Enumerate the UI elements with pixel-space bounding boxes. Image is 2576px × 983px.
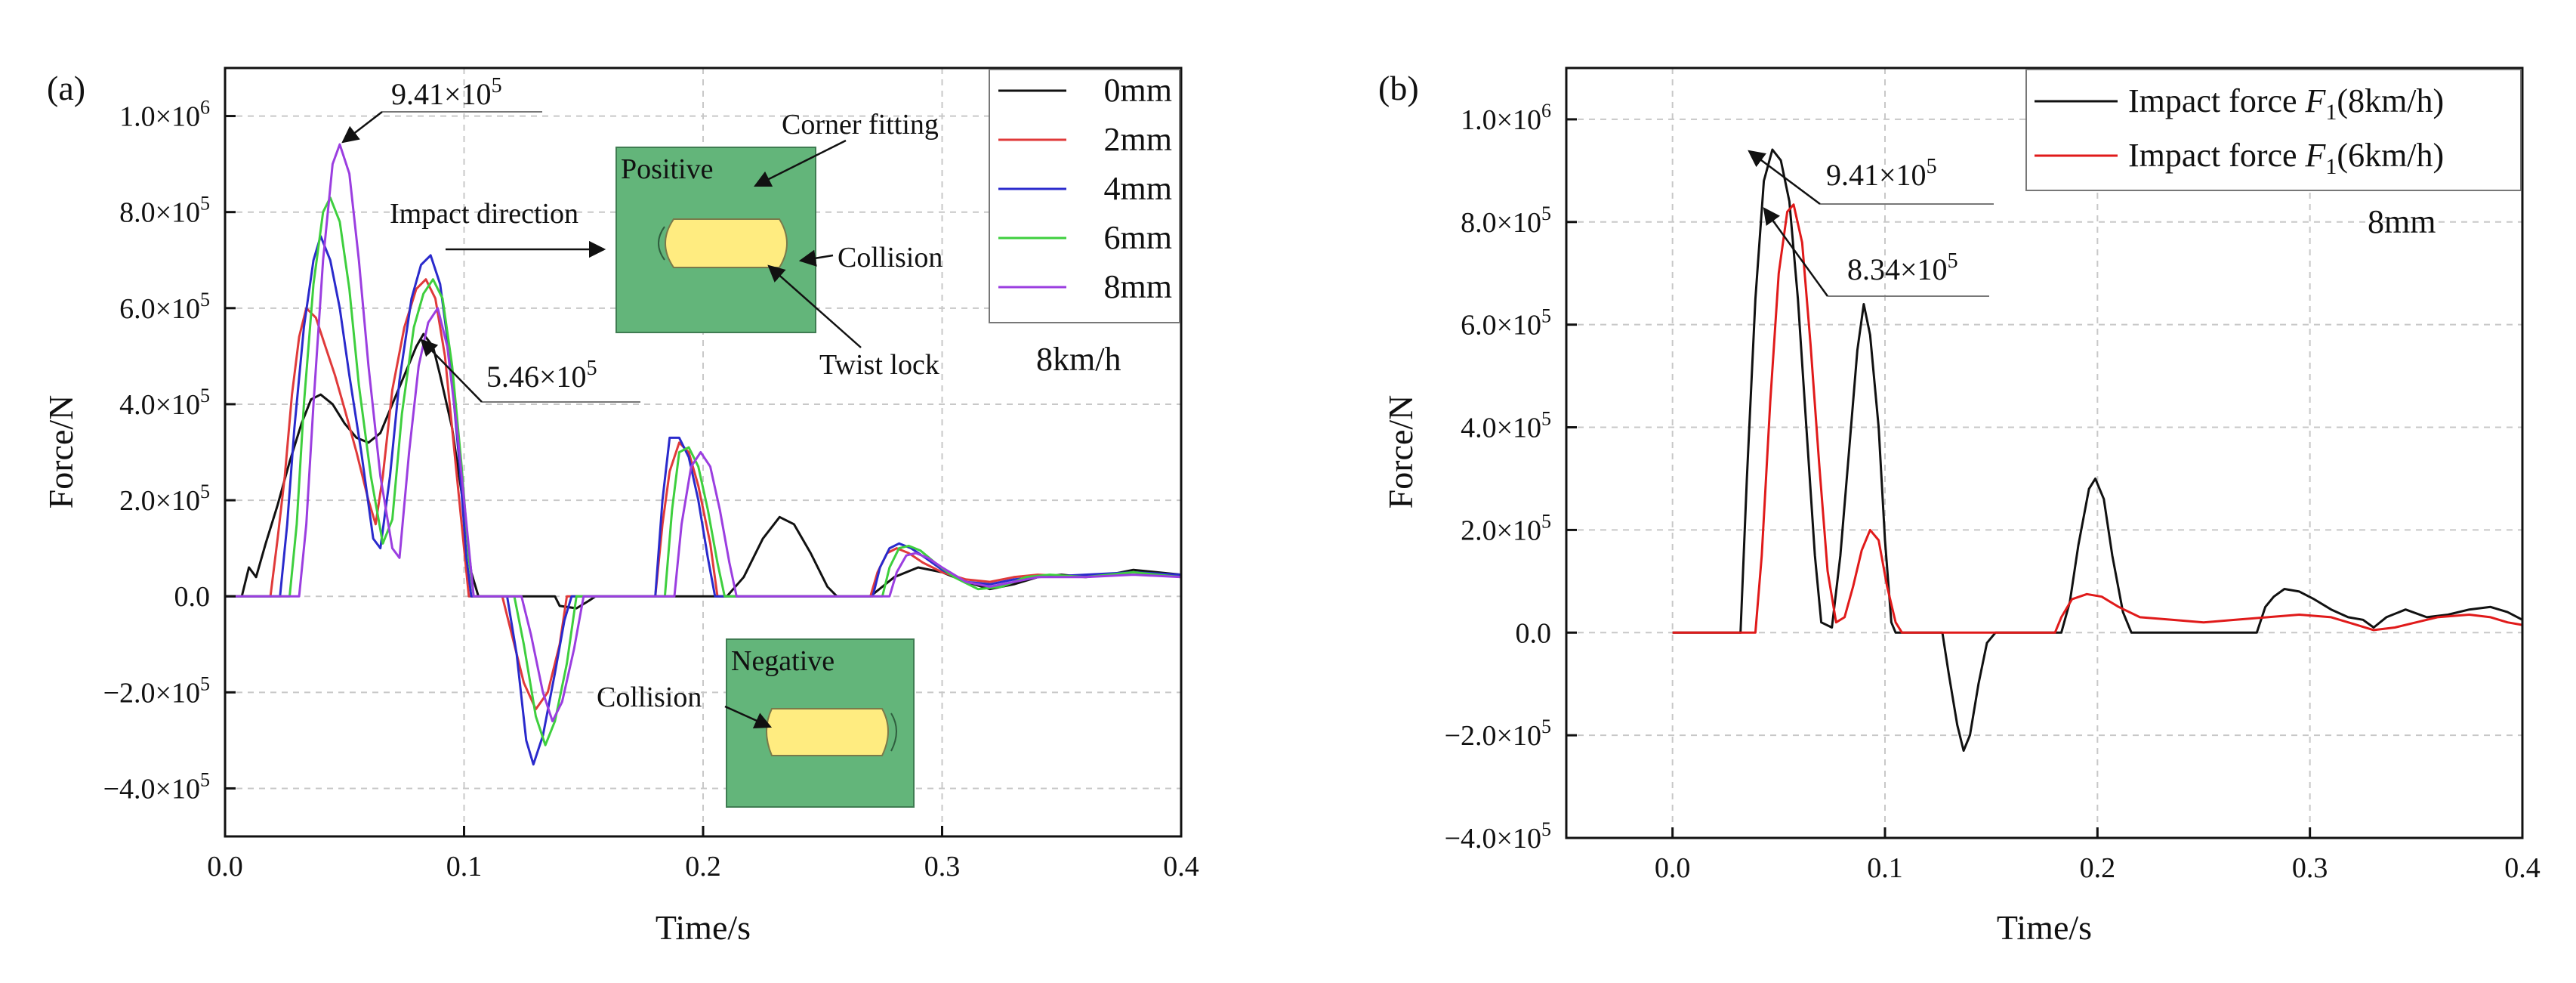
x-tick-label: 0.4 (2504, 852, 2541, 884)
y-tick-label: 1.0×106 (119, 97, 210, 133)
panel-a-legend: 0mm 2mm 4mm 6mm 8mm (989, 69, 1180, 323)
y-tick-label: 8.0×105 (1461, 202, 1551, 239)
label-collision-positive: Collision (838, 242, 942, 274)
x-tick-label: 0.3 (924, 851, 961, 883)
panel-b-label: (b) (1378, 69, 1419, 107)
y-tick-label: 2.0×105 (1461, 510, 1551, 546)
y-tick-label: 0.0 (1516, 617, 1552, 649)
panel-a: (a) 0.0 0.1 0.2 0.3 0.4 −4.0×105 −2.0×105 0.0 2.… (42, 66, 1199, 947)
annotation-941-arrow (341, 111, 383, 144)
legend-entry: Impact force F1(8km/h) (2128, 82, 2444, 125)
x-tick-label: 0.3 (2292, 852, 2328, 884)
y-tick-label: 6.0×105 (1461, 305, 1551, 342)
annotation-b-941-arrow (1748, 150, 1821, 206)
y-tick-label: 4.0×105 (119, 385, 210, 421)
inset-positive-gap (658, 226, 665, 261)
series-line-2 (225, 278, 1182, 711)
y-tick-label: −4.0×105 (1445, 818, 1551, 855)
panel-b: (b) 0.0 0.1 0.2 0.3 0.4 −4.0×105 −2.0×105 0.0 2.… (1378, 66, 2541, 947)
series-line-5 (225, 143, 1182, 722)
panel-b-legend-box (2025, 69, 2522, 191)
x-tick-label: 0.0 (207, 851, 243, 883)
legend-entry: 8mm (1104, 268, 1172, 305)
panel-b-y-axis-label: Force/N (1381, 395, 1420, 509)
label-collision-negative: Collision (597, 682, 702, 713)
y-tick-label: 8.0×105 (119, 193, 210, 229)
inset-negative: Negative Collision (597, 638, 915, 808)
x-tick-label: 0.1 (446, 851, 483, 883)
y-tick-label: −4.0×105 (103, 768, 210, 805)
y-tick-label: 6.0×105 (119, 289, 210, 325)
annotation-546-arrow (420, 338, 483, 403)
panel-b-plot-frame (1565, 66, 2524, 839)
legend-entry: 6mm (1104, 219, 1172, 256)
label-corner-fitting: Corner fitting (782, 109, 939, 141)
collision-positive-arrow (798, 249, 834, 267)
panel-a-annotations: 9.41×105 5.46×105 (341, 74, 640, 403)
label-impact-direction: Impact direction (390, 198, 578, 230)
y-tick-label: 4.0×105 (1461, 408, 1551, 444)
panel-b-x-axis-label: Time/s (1997, 908, 2092, 947)
inset-positive-title: Positive (621, 153, 713, 185)
panel-a-x-axis-label: Time/s (656, 908, 751, 947)
panel-b-legend: Impact force F1(8km/h) Impact force F1(6k… (2025, 69, 2522, 191)
collision-negative-arrow (724, 705, 773, 728)
panel-b-condition-label: 8mm (2368, 203, 2436, 240)
y-tick-label: −2.0×105 (103, 672, 210, 709)
panel-a-label: (a) (47, 69, 85, 107)
legend-entry: 0mm (1104, 72, 1172, 109)
corner-fitting-arrow (753, 139, 847, 187)
annotation-546: 5.46×105 (486, 357, 597, 394)
y-tick-label: −2.0×105 (1445, 716, 1551, 752)
inset-negative-title: Negative (731, 645, 835, 677)
x-tick-label: 0.4 (1163, 851, 1199, 883)
series-line-3 (225, 235, 1182, 766)
annotation-b-834: 8.34×105 (1847, 249, 1958, 286)
y-tick-label: 1.0×106 (1461, 100, 1551, 136)
series-line-1 (1672, 148, 2523, 752)
inset-positive: Positive Corner fitting Collision Twist … (390, 109, 942, 381)
annotation-b-834-arrow (1763, 207, 1829, 297)
x-tick-label: 0.2 (2080, 852, 2116, 884)
series-line-2 (1672, 203, 2523, 634)
inset-negative-gap (890, 713, 897, 752)
panel-b-ticks: 0.0 0.1 0.2 0.3 0.4 −4.0×105 −2.0×105 0.0 2.0×10… (1445, 100, 2541, 884)
label-twist-lock: Twist lock (819, 349, 939, 381)
panel-a-legend-box (989, 69, 1180, 323)
y-tick-label: 0.0 (174, 581, 211, 613)
panel-b-series-group (1672, 148, 2523, 752)
x-tick-label: 0.1 (1867, 852, 1903, 884)
legend-entry: 2mm (1104, 121, 1172, 158)
twist-lock-arrow (767, 264, 862, 348)
panel-b-annotations: 9.41×105 8.34×105 (1748, 150, 1994, 297)
panel-a-ticks: 0.0 0.1 0.2 0.3 0.4 −4.0×105 −2.0×105 0.0 2.0×10… (103, 97, 1199, 883)
panel-a-y-axis-label: Force/N (42, 395, 80, 509)
panel-a-speed-label: 8km/h (1036, 341, 1121, 378)
legend-entry: Impact force F1(6km/h) (2128, 137, 2444, 179)
panel-a-series-group (225, 143, 1182, 766)
annotation-941: 9.41×105 (391, 74, 502, 111)
y-tick-label: 2.0×105 (119, 481, 210, 517)
legend-entry: 4mm (1104, 170, 1172, 207)
inset-positive-twist-lock (665, 218, 788, 268)
inset-negative-twist-lock (766, 708, 889, 756)
x-tick-label: 0.0 (1655, 852, 1691, 884)
annotation-b-941: 9.41×105 (1826, 155, 1937, 192)
x-tick-label: 0.2 (685, 851, 721, 883)
